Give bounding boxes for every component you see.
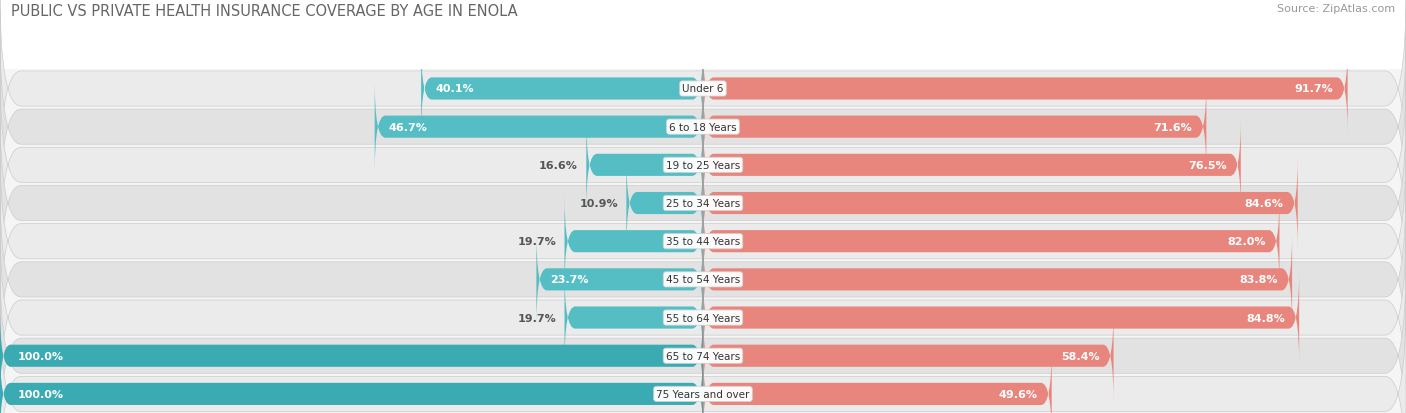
Text: 45 to 54 Years: 45 to 54 Years <box>666 275 740 285</box>
FancyBboxPatch shape <box>0 259 1406 413</box>
FancyBboxPatch shape <box>703 43 1348 135</box>
FancyBboxPatch shape <box>703 157 1298 249</box>
FancyBboxPatch shape <box>0 145 1406 338</box>
FancyBboxPatch shape <box>703 348 1052 413</box>
Text: 40.1%: 40.1% <box>436 84 474 94</box>
Text: 84.8%: 84.8% <box>1246 313 1285 323</box>
Text: 46.7%: 46.7% <box>388 122 427 132</box>
FancyBboxPatch shape <box>0 348 703 413</box>
FancyBboxPatch shape <box>0 221 1406 413</box>
Text: 16.6%: 16.6% <box>538 160 578 171</box>
Text: 75 Years and over: 75 Years and over <box>657 389 749 399</box>
Text: Source: ZipAtlas.com: Source: ZipAtlas.com <box>1277 4 1395 14</box>
Text: 10.9%: 10.9% <box>579 199 619 209</box>
Text: 19.7%: 19.7% <box>517 313 557 323</box>
FancyBboxPatch shape <box>703 272 1299 364</box>
Text: 19 to 25 Years: 19 to 25 Years <box>666 160 740 171</box>
Text: 23.7%: 23.7% <box>551 275 589 285</box>
Text: 83.8%: 83.8% <box>1240 275 1278 285</box>
Text: PUBLIC VS PRIVATE HEALTH INSURANCE COVERAGE BY AGE IN ENOLA: PUBLIC VS PRIVATE HEALTH INSURANCE COVER… <box>11 4 517 19</box>
FancyBboxPatch shape <box>374 81 703 173</box>
Text: 71.6%: 71.6% <box>1153 122 1192 132</box>
FancyBboxPatch shape <box>0 0 1406 186</box>
FancyBboxPatch shape <box>703 119 1241 211</box>
Text: 91.7%: 91.7% <box>1295 84 1333 94</box>
Text: 55 to 64 Years: 55 to 64 Years <box>666 313 740 323</box>
FancyBboxPatch shape <box>703 310 1114 402</box>
Text: 100.0%: 100.0% <box>17 351 63 361</box>
Text: 84.6%: 84.6% <box>1244 199 1284 209</box>
FancyBboxPatch shape <box>0 297 1406 413</box>
Text: 58.4%: 58.4% <box>1062 351 1099 361</box>
Text: 35 to 44 Years: 35 to 44 Years <box>666 237 740 247</box>
Text: 25 to 34 Years: 25 to 34 Years <box>666 199 740 209</box>
Text: 6 to 18 Years: 6 to 18 Years <box>669 122 737 132</box>
FancyBboxPatch shape <box>703 195 1279 288</box>
Text: 100.0%: 100.0% <box>17 389 63 399</box>
FancyBboxPatch shape <box>0 107 1406 300</box>
FancyBboxPatch shape <box>627 157 703 249</box>
FancyBboxPatch shape <box>0 31 1406 224</box>
FancyBboxPatch shape <box>422 43 703 135</box>
FancyBboxPatch shape <box>0 183 1406 376</box>
FancyBboxPatch shape <box>703 81 1206 173</box>
Text: 65 to 74 Years: 65 to 74 Years <box>666 351 740 361</box>
Text: Under 6: Under 6 <box>682 84 724 94</box>
FancyBboxPatch shape <box>565 195 703 288</box>
FancyBboxPatch shape <box>0 310 703 402</box>
Text: 76.5%: 76.5% <box>1188 160 1227 171</box>
Text: 19.7%: 19.7% <box>517 237 557 247</box>
FancyBboxPatch shape <box>586 119 703 211</box>
Text: 49.6%: 49.6% <box>998 389 1038 399</box>
Text: 82.0%: 82.0% <box>1227 237 1265 247</box>
FancyBboxPatch shape <box>565 272 703 364</box>
FancyBboxPatch shape <box>703 234 1292 326</box>
FancyBboxPatch shape <box>0 69 1406 262</box>
FancyBboxPatch shape <box>537 234 703 326</box>
